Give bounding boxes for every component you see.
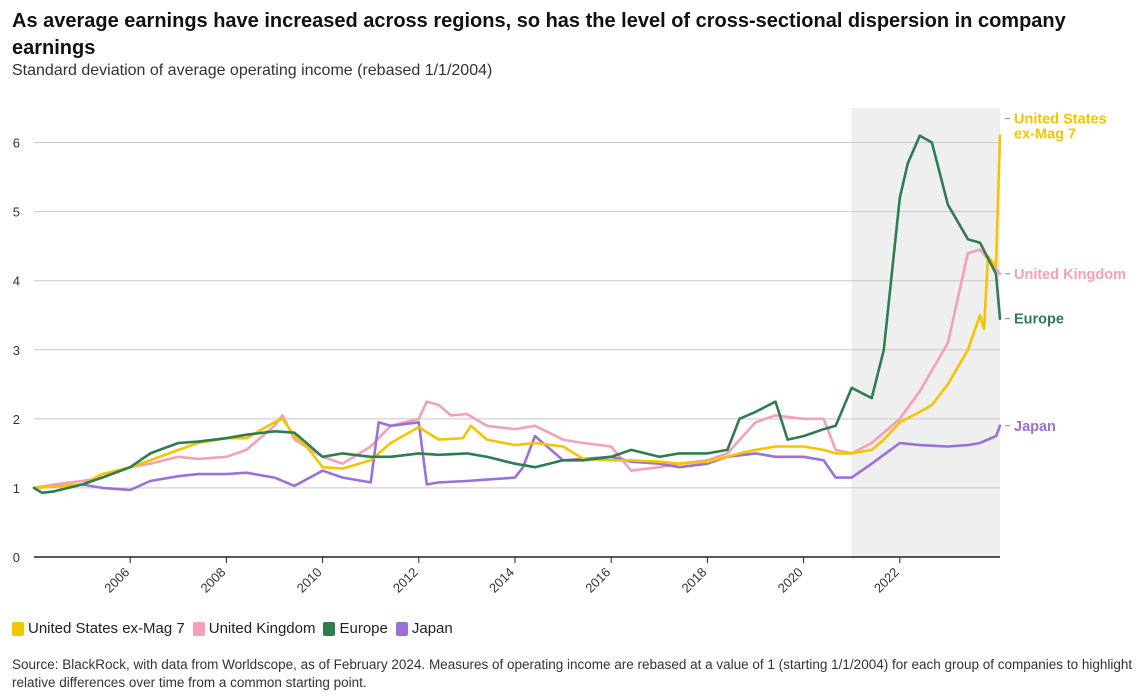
series-line-europe <box>32 134 1002 495</box>
chart-legend: United States ex-Mag 7 United Kingdom Eu… <box>12 620 461 637</box>
legend-swatch-japan <box>395 621 408 636</box>
legend-item-japan: Japan <box>395 620 453 637</box>
y-tick-label: 5 <box>13 205 20 220</box>
end-label: United Kingdom <box>1014 267 1126 283</box>
x-tick-label: 2018 <box>678 565 709 596</box>
line-chart: 0 1 2 3 4 5 6 2006 2008 2010 2012 2014 2016 2018 2020 2… <box>13 108 1126 596</box>
legend-label-japan: Japan <box>411 620 453 637</box>
x-tick-label: 2020 <box>775 565 806 596</box>
y-tick-label: 3 <box>13 343 20 358</box>
end-label: Japan <box>1014 419 1056 435</box>
y-tick-label: 6 <box>13 136 20 151</box>
series-line-united-kingdom <box>32 248 1002 490</box>
legend-label-us: United States ex-Mag 7 <box>28 620 185 637</box>
series-line-united-states-ex-mag-7 <box>32 134 1002 490</box>
end-label: Europe <box>1014 312 1064 328</box>
legend-swatch-us <box>12 621 24 636</box>
legend-item-uk: United Kingdom <box>192 620 316 637</box>
chart-subtitle: Standard deviation of average operating … <box>12 62 493 79</box>
legend-swatch-europe <box>323 621 336 636</box>
series-line-japan <box>32 421 1002 492</box>
end-label: United States <box>1014 112 1107 128</box>
end-label: ex-Mag 7 <box>1014 127 1076 143</box>
x-tick-label: 2014 <box>486 565 517 596</box>
y-tick-label: 4 <box>13 274 20 289</box>
chart-title: As average earnings have increased acros… <box>12 10 1066 59</box>
legend-item-us: United States ex-Mag 7 <box>12 620 185 637</box>
legend-label-uk: United Kingdom <box>208 620 316 637</box>
y-tick-label: 2 <box>13 412 20 427</box>
x-tick-label: 2016 <box>582 565 613 596</box>
x-tick-label: 2008 <box>197 565 228 596</box>
x-tick-label: 2006 <box>101 565 132 596</box>
source-note: Source: BlackRock, with data from Worlds… <box>12 657 1133 690</box>
legend-label-europe: Europe <box>339 620 388 637</box>
x-tick-label: 2012 <box>390 565 421 596</box>
x-tick-label: 2022 <box>871 565 902 596</box>
legend-item-europe: Europe <box>323 620 388 637</box>
legend-swatch-uk <box>192 621 205 636</box>
shaded-region <box>851 108 1000 557</box>
y-tick-label: 1 <box>13 481 20 496</box>
y-tick-label: 0 <box>13 550 20 565</box>
x-tick-label: 2010 <box>294 565 325 596</box>
